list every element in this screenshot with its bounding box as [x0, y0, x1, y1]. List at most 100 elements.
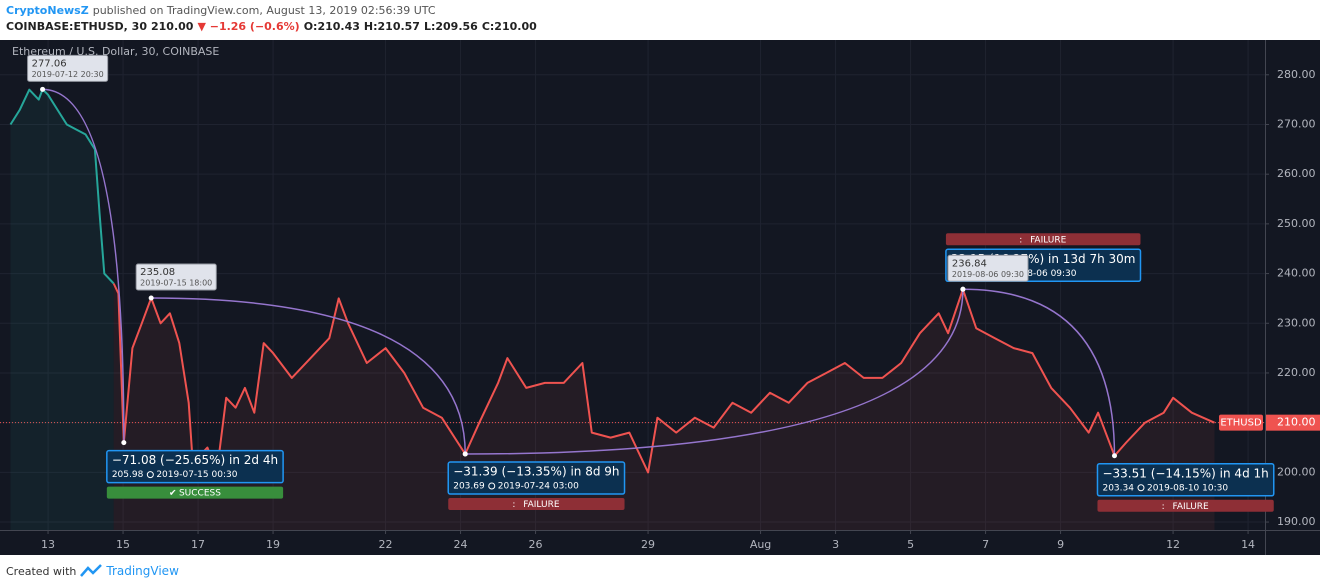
ohlc: O:210.43	[303, 20, 360, 33]
measure-result: FAILURE	[523, 500, 560, 510]
x-tick-label: 26	[529, 538, 543, 551]
measure-result: FAILURE	[1172, 502, 1209, 512]
measure-end-price: 203.34	[1102, 483, 1134, 493]
clock-icon	[1137, 484, 1145, 492]
chart: 190.00 200.00 210.00 220.00 230.00 240.00 250.…	[0, 40, 1320, 555]
price-label: 210.00	[1277, 416, 1316, 429]
measure-result: SUCCESS	[179, 489, 221, 499]
measure-box-bg	[447, 461, 626, 495]
y-tick-label: 240.00	[1277, 267, 1316, 280]
footer-brand[interactable]: TradingView	[106, 564, 179, 578]
result-icon: :	[1019, 235, 1022, 245]
clock-icon	[488, 482, 496, 490]
y-tick-label: 270.00	[1277, 117, 1316, 130]
measure-point	[40, 86, 46, 92]
x-tick-label: 19	[266, 538, 280, 551]
x-tick-label: 3	[832, 538, 839, 551]
x-tick-label: 13	[41, 538, 55, 551]
measure-point	[960, 286, 966, 292]
measure-point	[148, 295, 154, 301]
measure-result: FAILURE	[1030, 235, 1067, 245]
measure-point	[1111, 453, 1117, 459]
x-tick-label: 15	[116, 538, 130, 551]
measure-result-bg	[106, 486, 284, 499]
measure-line	[151, 297, 466, 455]
y-tick-label: 200.00	[1277, 465, 1316, 478]
series-area	[10, 89, 114, 531]
measure-end-price: 203.69	[453, 482, 485, 492]
header: CryptoNewsZ published on TradingView.com,…	[0, 0, 1320, 40]
measure-line	[465, 289, 964, 455]
point-box-bg	[947, 254, 1029, 282]
x-tick-label: 14	[1241, 538, 1255, 551]
measure-change: −33.51 (−14.15%) in 4d 1h	[1102, 466, 1268, 480]
published: published on TradingView.com, August 13,…	[92, 4, 436, 17]
symbol-label-bg	[1219, 414, 1263, 431]
measure-box: −31.39 (−13.35%) in 8d 9h 203.69 2019-07-2…	[447, 461, 626, 495]
author[interactable]: CryptoNewsZ	[6, 4, 89, 17]
measure-result-bg	[448, 498, 625, 511]
x-tick-label: 12	[1166, 538, 1180, 551]
x-tick-label: 5	[907, 538, 914, 551]
measure-end-date: 2019-07-24 03:00	[498, 482, 579, 492]
measure-end-date: 2019-08-06 09:30	[995, 269, 1076, 279]
symbol-label-text: ETHUSD	[1220, 418, 1262, 429]
point-price: 236.84	[952, 258, 987, 269]
result-icon: ✔	[169, 489, 177, 499]
series-line	[9, 88, 115, 285]
x-tick-label: 17	[191, 538, 205, 551]
result-icon: :	[1162, 502, 1165, 512]
x-tick-label: Aug	[750, 538, 771, 551]
x-tick-label: 29	[641, 538, 655, 551]
measure-box-bg	[1096, 463, 1275, 497]
measure-result-bg	[1097, 499, 1274, 512]
price-label-bg	[1266, 414, 1320, 431]
point-box-bg	[27, 54, 109, 82]
chart-title: Ethereum / U.S. Dollar, 30, COINBASE	[12, 45, 219, 58]
ohlc: C:210.00	[481, 20, 537, 33]
point-box-bg	[135, 263, 217, 291]
measure-result-bg	[945, 233, 1141, 246]
y-tick-label: 280.00	[1277, 68, 1316, 81]
footer: Created with TradingView	[0, 555, 1320, 587]
measure-end-date: 2019-07-15 00:30	[156, 470, 237, 480]
measure-box: −71.08 (−25.65%) in 2d 4h 205.98 2019-07-1…	[106, 449, 284, 484]
measure-end-price: 205.98	[112, 470, 144, 480]
measure-line	[962, 288, 1116, 456]
point-price: 277.06	[32, 58, 67, 69]
clock-icon	[146, 471, 154, 479]
point-date: 2019-07-12 20:30	[32, 70, 104, 79]
point-date: 2019-08-06 09:30	[952, 270, 1024, 279]
x-tick-label: 22	[379, 538, 393, 551]
measure-box-bg	[106, 449, 284, 484]
change: ▼ −1.26 (−0.6%)	[197, 20, 300, 33]
y-tick-label: 260.00	[1277, 167, 1316, 180]
measure-change: −71.08 (−25.65%) in 2d 4h	[112, 453, 278, 467]
y-tick-label: 190.00	[1277, 515, 1316, 528]
measure-change: −31.39 (−13.35%) in 8d 9h	[453, 465, 619, 479]
y-tick-label: 230.00	[1277, 316, 1316, 329]
x-tick-label: 9	[1057, 538, 1064, 551]
symbol-label: ETHUSD	[1219, 414, 1263, 431]
measure-point	[121, 440, 127, 446]
x-tick-label: 7	[982, 538, 989, 551]
last: 210.00	[150, 20, 194, 33]
measure-line	[42, 88, 125, 443]
measure-box: −33.51 (−14.15%) in 4d 1h 203.34 2019-08-1…	[1096, 463, 1275, 497]
symbol: COINBASE:ETHUSD, 30	[6, 20, 147, 33]
ohlc: L:209.56	[423, 20, 478, 33]
point-price: 235.08	[140, 267, 175, 278]
measure-end-date: 2019-08-10 10:30	[1147, 483, 1228, 493]
x-tick-label: 24	[454, 538, 468, 551]
result-icon: :	[512, 500, 515, 510]
point-date: 2019-07-15 18:00	[140, 279, 212, 288]
series-area	[113, 283, 1215, 530]
ohlc: H:210.57	[363, 20, 420, 33]
logo	[80, 564, 103, 577]
y-tick-label: 250.00	[1277, 217, 1316, 230]
measure-point	[462, 451, 468, 457]
